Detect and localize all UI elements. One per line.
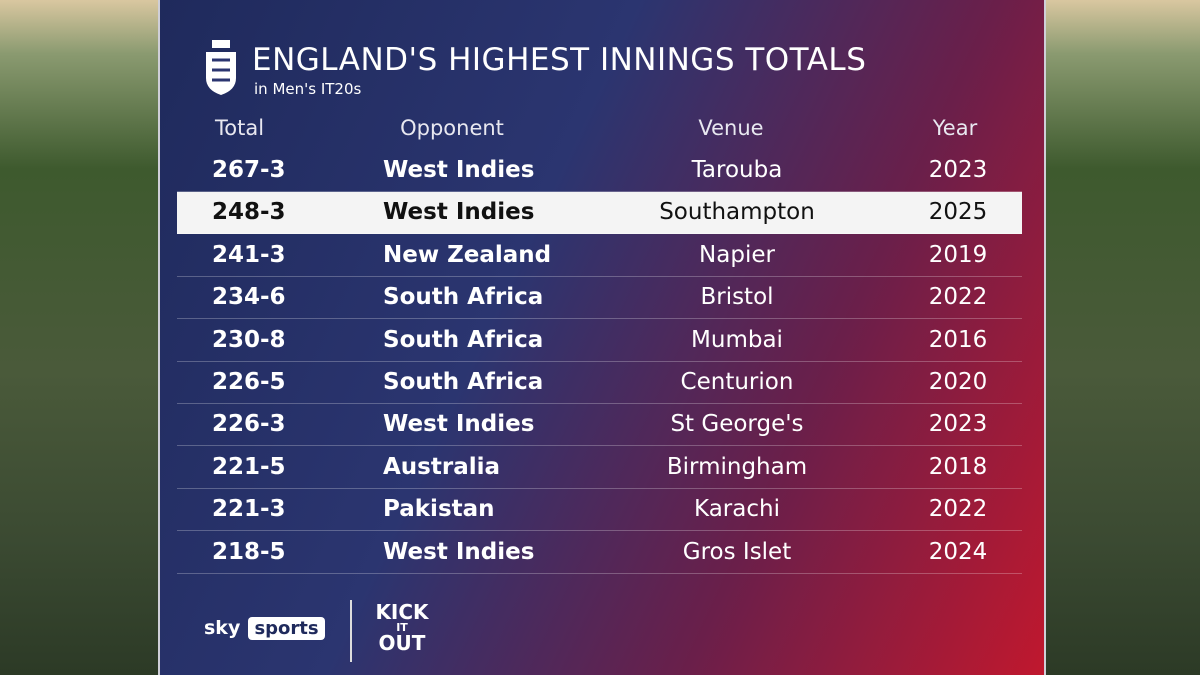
table-row: 234-6 South Africa Bristol 2022 bbox=[177, 277, 1022, 320]
subtitle: in Men's IT20s bbox=[254, 80, 362, 98]
table-cell: 226-3 bbox=[212, 411, 286, 438]
logo-text: sports bbox=[248, 617, 325, 640]
table-cell: 2023 bbox=[928, 157, 988, 183]
table-cell: 218-5 bbox=[212, 538, 286, 565]
table-cell: 2025 bbox=[928, 199, 988, 226]
table-cell: West Indies bbox=[383, 538, 535, 565]
table-row: 248-3 West Indies Southampton 2025 bbox=[177, 192, 1022, 235]
table-cell: West Indies bbox=[383, 157, 535, 183]
table-cell: New Zealand bbox=[383, 241, 552, 268]
table-cell: St George's bbox=[670, 411, 804, 438]
table-row: 221-5 Australia Birmingham 2018 bbox=[177, 447, 1022, 489]
table-cell: Tarouba bbox=[691, 157, 783, 183]
table-row: 226-3 West Indies St George's 2023 bbox=[177, 404, 1022, 447]
kick-it-out-logo: KICK IT OUT bbox=[372, 600, 432, 655]
table-cell: 221-5 bbox=[212, 453, 286, 480]
table-cell: South Africa bbox=[383, 369, 544, 395]
crest-icon bbox=[206, 40, 236, 95]
sky-sports-logo: sky sports bbox=[204, 617, 325, 640]
logo-text: IT bbox=[396, 621, 408, 634]
title: ENGLAND'S HIGHEST INNINGS TOTALS bbox=[252, 42, 867, 78]
column-header: Total bbox=[215, 116, 265, 140]
panel bbox=[158, 0, 1046, 675]
column-header: Venue bbox=[698, 116, 764, 140]
table-cell: 234-6 bbox=[212, 284, 286, 311]
table-cell: Southampton bbox=[659, 199, 815, 226]
table-row: 230-8 South Africa Mumbai 2016 bbox=[177, 320, 1022, 362]
table-cell: 2022 bbox=[928, 284, 988, 311]
table-row: 267-3 West Indies Tarouba 2023 bbox=[177, 150, 1022, 192]
table-cell: South Africa bbox=[383, 284, 544, 311]
table-cell: 230-8 bbox=[212, 326, 286, 353]
column-header: Year bbox=[932, 116, 978, 140]
table-cell: 221-3 bbox=[212, 496, 286, 523]
logo-text: sky bbox=[204, 617, 241, 639]
table-cell: West Indies bbox=[383, 199, 535, 226]
table-cell: 2020 bbox=[928, 369, 988, 395]
table-cell: 248-3 bbox=[212, 199, 286, 226]
table-cell: 226-5 bbox=[212, 369, 286, 395]
table-cell: 2024 bbox=[928, 538, 988, 565]
logo-text: OUT bbox=[378, 631, 426, 655]
table-cell: South Africa bbox=[383, 326, 544, 353]
table-cell: 2019 bbox=[928, 241, 988, 268]
table-cell: Karachi bbox=[694, 496, 780, 523]
column-header: Opponent bbox=[400, 116, 504, 140]
table-cell: 2023 bbox=[928, 411, 988, 438]
table-cell: 2016 bbox=[928, 326, 988, 353]
table-cell: Centurion bbox=[680, 369, 794, 395]
table-row: 226-5 South Africa Centurion 2020 bbox=[177, 362, 1022, 404]
table-cell: Australia bbox=[383, 453, 501, 480]
table-cell: 2018 bbox=[928, 453, 988, 480]
table-cell: Mumbai bbox=[691, 326, 783, 353]
table-cell: Birmingham bbox=[666, 453, 808, 480]
table-cell: 267-3 bbox=[212, 157, 286, 183]
table-cell: Gros Islet bbox=[682, 538, 792, 565]
table-cell: Pakistan bbox=[383, 496, 495, 523]
table-row: 218-5 West Indies Gros Islet 2024 bbox=[177, 532, 1022, 574]
table-cell: 241-3 bbox=[212, 241, 286, 268]
divider bbox=[350, 600, 352, 662]
table-cell: West Indies bbox=[383, 411, 535, 438]
table-cell: Napier bbox=[699, 241, 775, 268]
table-cell: Bristol bbox=[700, 284, 774, 311]
logo-text: KICK bbox=[375, 600, 429, 624]
table-row: 241-3 New Zealand Napier 2019 bbox=[177, 235, 1022, 277]
table-row: 221-3 Pakistan Karachi 2022 bbox=[177, 489, 1022, 532]
table-cell: 2022 bbox=[928, 496, 988, 523]
